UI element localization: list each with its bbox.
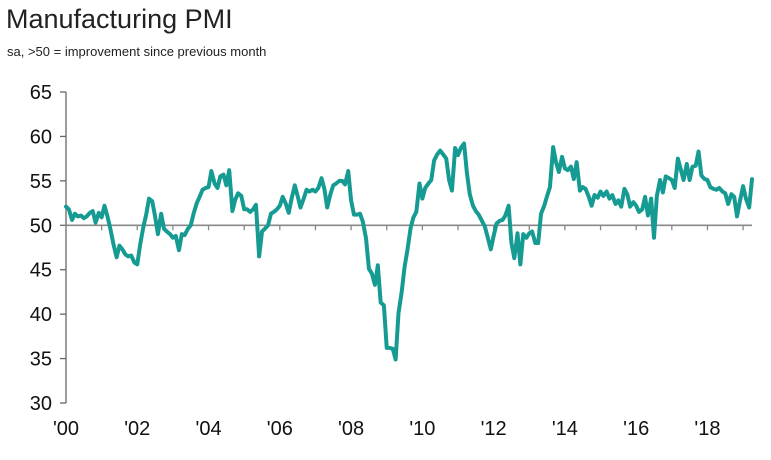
x-tick-label: '14 xyxy=(552,418,578,440)
x-tick-label: '12 xyxy=(481,418,507,440)
y-tick-label: 35 xyxy=(30,349,52,371)
chart-subtitle: sa, >50 = improvement since previous mon… xyxy=(7,44,267,59)
y-tick-label: 60 xyxy=(30,126,52,148)
x-tick-label: '02 xyxy=(124,418,150,440)
y-tick-label: 65 xyxy=(30,82,52,104)
x-tick-label: '18 xyxy=(694,418,720,440)
y-tick-label: 40 xyxy=(30,304,52,326)
y-tick-label: 45 xyxy=(30,260,52,282)
pmi-series-line xyxy=(64,141,754,362)
chart-title: Manufacturing PMI xyxy=(6,4,233,34)
x-tick-label: '16 xyxy=(623,418,649,440)
y-tick-label: 55 xyxy=(30,171,52,193)
y-tick-label: 50 xyxy=(30,215,52,237)
x-tick-label: '08 xyxy=(338,418,364,440)
x-tick-label: '04 xyxy=(196,418,222,440)
x-tick-label: '00 xyxy=(53,418,79,440)
y-tick-label: 30 xyxy=(30,393,52,415)
x-tick-label: '10 xyxy=(409,418,435,440)
x-tick-label: '06 xyxy=(267,418,293,440)
